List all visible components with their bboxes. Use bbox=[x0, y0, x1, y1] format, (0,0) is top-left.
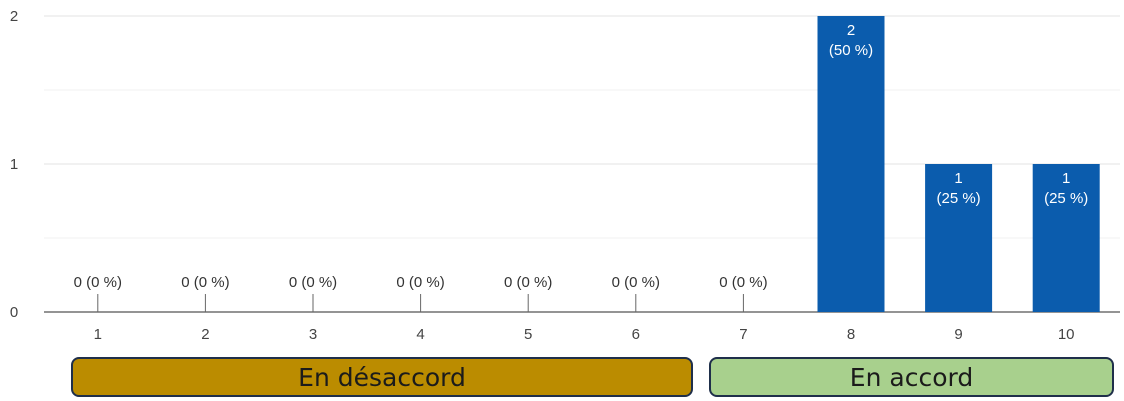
x-tick-label: 2 bbox=[201, 326, 209, 343]
bar-data-label: 0 (0 %) bbox=[504, 274, 552, 291]
x-tick-label: 10 bbox=[1058, 326, 1075, 343]
bar-data-label: 0 (0 %) bbox=[396, 274, 444, 291]
bar-data-label: 0 (0 %) bbox=[74, 274, 122, 291]
bar-data-label: 1 bbox=[1062, 170, 1070, 187]
bar-data-label: 0 (0 %) bbox=[612, 274, 660, 291]
agree-range-text: En accord bbox=[849, 362, 974, 392]
bar-data-label: 2 bbox=[847, 22, 855, 39]
x-tick-label: 8 bbox=[847, 326, 855, 343]
bar-data-label: 0 (0 %) bbox=[719, 274, 767, 291]
bar-chart: 0 1 2 1 0 (0 %) 2 0 (0 %) 3 0 (0 %) 4 0 (0 %) 5 0 (0… bbox=[10, 8, 1120, 343]
bar-data-label: 0 (0 %) bbox=[289, 274, 337, 291]
bar-data-label: (50 %) bbox=[829, 42, 873, 59]
bar-data-label: 0 (0 %) bbox=[181, 274, 229, 291]
x-tick-label: 1 bbox=[94, 326, 102, 343]
y-tick-label: 1 bbox=[10, 156, 18, 173]
disagree-range-text: En désaccord bbox=[298, 362, 466, 392]
bar-data-label: (25 %) bbox=[1044, 190, 1088, 207]
disagree-range-label: En désaccord bbox=[71, 357, 693, 397]
x-tick-label: 5 bbox=[524, 326, 532, 343]
x-tick-label: 3 bbox=[309, 326, 317, 343]
bar-data-label: (25 %) bbox=[937, 190, 981, 207]
bar-data-label: 1 bbox=[954, 170, 962, 187]
agree-range-label: En accord bbox=[709, 357, 1114, 397]
y-tick-label: 2 bbox=[10, 8, 18, 25]
bar bbox=[925, 164, 993, 312]
bar bbox=[1032, 164, 1100, 312]
x-tick-label: 9 bbox=[954, 326, 962, 343]
y-tick-label: 0 bbox=[10, 304, 18, 321]
x-tick-label: 4 bbox=[416, 326, 424, 343]
bar bbox=[817, 16, 885, 312]
x-tick-label: 6 bbox=[632, 326, 640, 343]
x-tick-label: 7 bbox=[739, 326, 747, 343]
